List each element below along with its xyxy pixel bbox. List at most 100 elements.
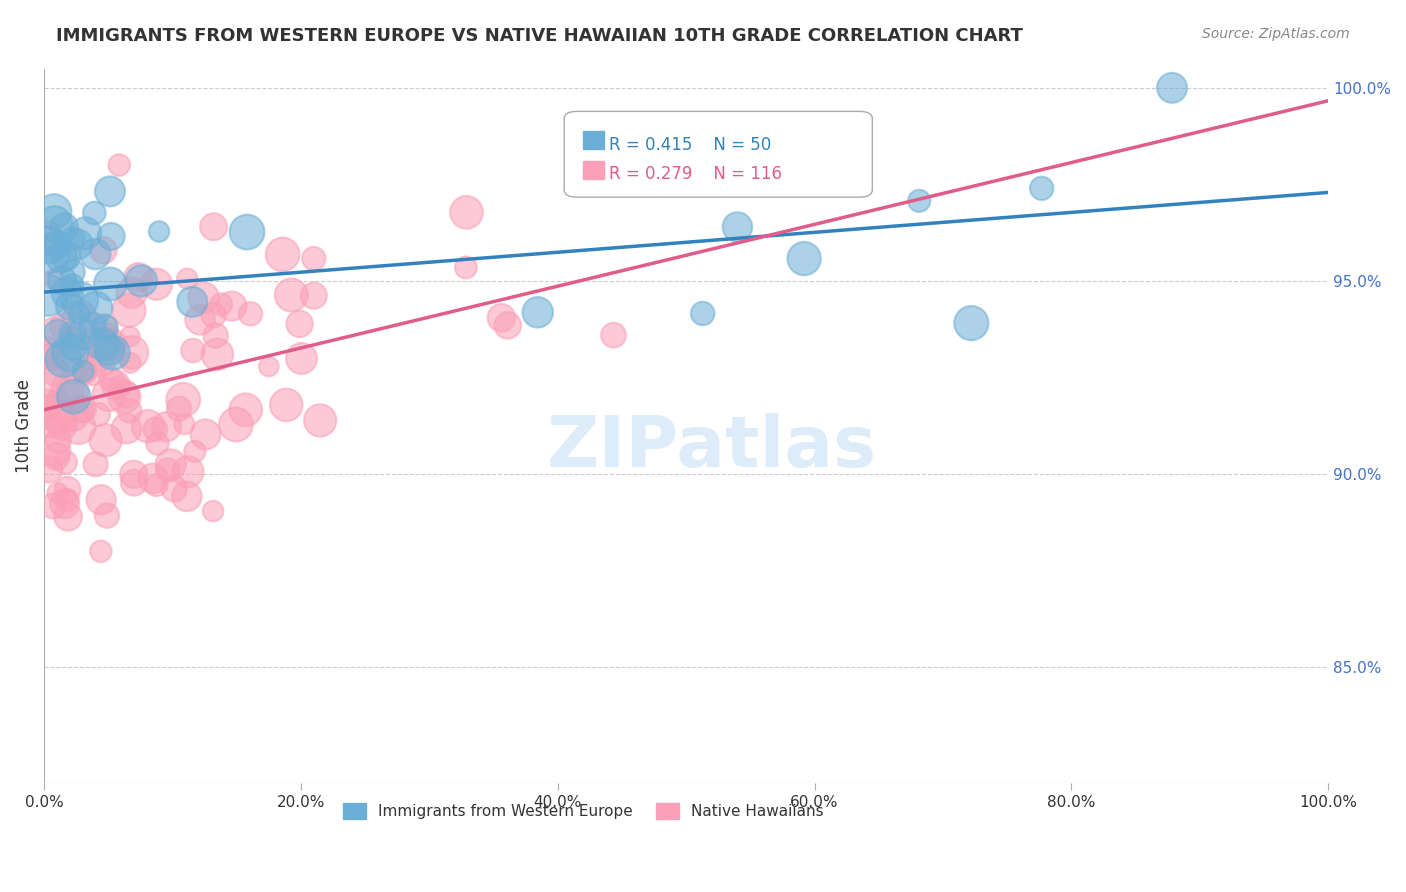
Point [59,345,82,359]
Point [56,483,79,497]
Point [56,509,79,524]
Point [207,347,229,361]
Point [209,297,232,311]
Point [42,414,65,428]
Point [93,320,115,334]
Point [131,274,153,288]
Point [51,418,73,433]
Point [202,504,225,518]
Point [82,319,104,334]
Point [53,220,76,235]
Text: R = 0.279    N = 116: R = 0.279 N = 116 [609,165,782,183]
Point [37,409,59,424]
Y-axis label: 10th Grade: 10th Grade [15,379,32,473]
Point [90,492,112,507]
Point [115,422,138,436]
Point [793,252,815,266]
Point [145,277,167,292]
Point [127,270,149,285]
Point [118,329,141,343]
Point [188,313,211,327]
Point [725,219,748,234]
Point [100,229,122,244]
Point [173,417,195,432]
Point [118,404,141,418]
Point [56,493,79,508]
Point [56,381,79,395]
Point [51,250,73,264]
Point [101,345,124,359]
Point [45,450,67,464]
Point [136,419,159,434]
Point [172,392,194,407]
Point [39,246,62,260]
Legend: Immigrants from Western Europe, Native Hawaiians: Immigrants from Western Europe, Native H… [337,797,830,825]
Point [52,319,75,334]
Point [155,419,177,434]
Point [159,458,181,472]
Point [44,217,66,231]
Point [84,457,107,471]
Point [98,337,121,351]
Point [122,467,145,482]
Point [204,328,226,343]
Point [69,310,91,325]
Point [38,401,60,415]
Point [39,373,62,387]
Point [42,204,65,219]
Point [37,394,59,409]
Point [97,387,120,401]
Point [98,277,121,291]
FancyBboxPatch shape [583,131,605,149]
Point [72,327,94,342]
Point [120,356,142,370]
Point [194,427,217,442]
Point [121,345,143,359]
Point [44,365,66,379]
Point [67,307,90,321]
Point [63,364,86,378]
Point [454,260,477,275]
Point [156,463,179,477]
Point [290,351,312,366]
Point [100,372,122,386]
Point [46,326,69,340]
Point [41,350,63,364]
Point [48,410,70,425]
Point [302,288,325,302]
Point [221,299,243,313]
Point [302,252,325,266]
Point [59,299,82,313]
Point [143,422,166,436]
Point [108,158,131,172]
Point [53,497,76,511]
Point [104,378,127,392]
Point [122,475,145,490]
Point [52,352,75,367]
Point [60,333,83,347]
Point [236,225,259,239]
Point [37,288,59,302]
Point [148,225,170,239]
Point [163,482,186,496]
Point [97,326,120,341]
Point [271,247,294,261]
Point [42,442,65,457]
Point [62,341,84,355]
Point [93,337,115,351]
Point [176,489,198,503]
Point [1161,80,1184,95]
Point [94,434,117,448]
Point [142,471,165,485]
Point [60,278,83,293]
Point [38,238,60,252]
FancyBboxPatch shape [564,112,872,197]
Point [56,285,79,300]
Point [46,434,69,448]
Point [86,351,108,366]
Point [42,499,65,513]
FancyBboxPatch shape [583,161,605,179]
Point [87,408,110,422]
Point [239,307,262,321]
Point [44,326,66,340]
